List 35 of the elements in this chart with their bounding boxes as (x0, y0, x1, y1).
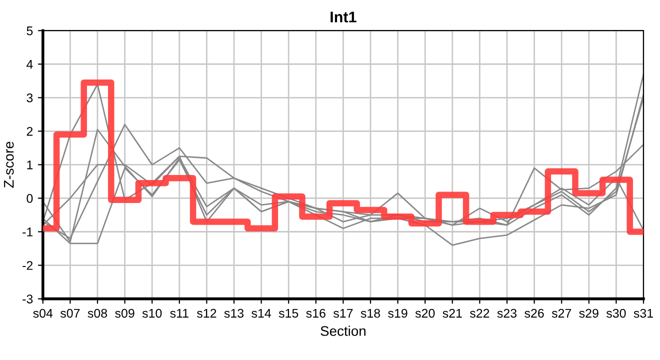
y-tick-label: 3 (26, 93, 33, 102)
y-tick-label: 0 (26, 194, 33, 203)
x-tick-label: s31 (634, 308, 653, 318)
y-tick-label: 4 (26, 60, 33, 69)
chart-title: Int1 (330, 12, 356, 22)
y-tick-label: 2 (26, 126, 33, 136)
x-tick-label: s18 (360, 308, 380, 318)
y-tick-label: -2 (22, 261, 33, 270)
x-tick-label: s17 (333, 308, 353, 318)
x-axis-title: Section (320, 326, 366, 336)
y-axis-title: Z-score (4, 142, 14, 188)
x-tick-label: s23 (497, 308, 517, 318)
x-tick-label: s27 (552, 308, 572, 318)
x-tick-label: s13 (224, 308, 244, 318)
y-tick-label: -1 (22, 228, 33, 236)
x-tick-label: s15 (278, 308, 298, 318)
x-tick-label: s08 (88, 308, 108, 318)
x-tick-label: s19 (388, 308, 408, 318)
y-tick-label: -3 (22, 294, 33, 304)
x-tick-label: s14 (252, 308, 272, 318)
x-tick-label: s30 (606, 308, 626, 318)
x-tick-label: s04 (33, 308, 53, 318)
x-tick-label: s20 (415, 308, 435, 318)
x-tick-label: s10 (142, 308, 162, 318)
y-tick-label: 1 (27, 160, 33, 170)
x-tick-label: s16 (306, 308, 326, 318)
x-tick-label: s11 (170, 308, 188, 318)
x-tick-label: s26 (524, 308, 544, 318)
x-tick-label: s09 (115, 308, 134, 318)
x-tick-label: s07 (60, 308, 80, 318)
x-tick-label: s21 (442, 308, 462, 318)
x-tick-label: s29 (579, 308, 598, 318)
x-tick-label: s12 (196, 308, 216, 318)
y-tick-label: 5 (26, 26, 33, 36)
x-tick-label: s22 (470, 308, 490, 318)
